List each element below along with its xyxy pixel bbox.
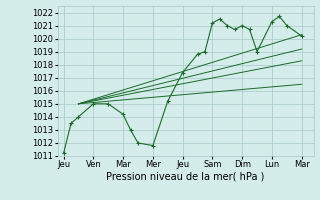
X-axis label: Pression niveau de la mer( hPa ): Pression niveau de la mer( hPa ): [107, 172, 265, 182]
